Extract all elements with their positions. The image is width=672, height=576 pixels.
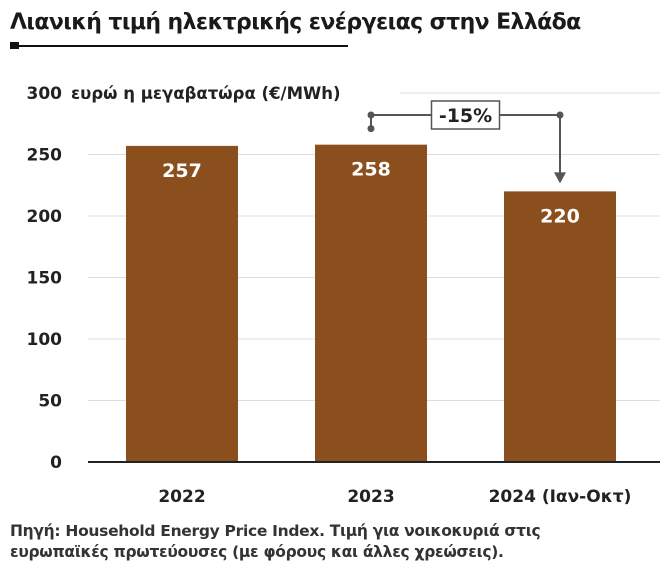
y-tick-label-50: 50 [38,392,62,412]
title-underline [10,45,348,47]
bar-value-label-2: 220 [540,205,580,227]
annotation-dot-left [367,111,375,119]
x-category-label-0: 2022 [158,487,205,507]
y-axis-label: ευρώ η μεγαβατώρα (€/MWh) [71,84,340,103]
y-tick-label-150: 150 [27,269,63,289]
bar-value-label-0: 257 [162,160,202,182]
x-category-label-1: 2023 [347,487,394,507]
annotation-label: -15% [439,105,492,127]
annotation-arrowhead [554,172,566,184]
x-category-label-2: 2024 (Ιαν-Οκτ) [489,487,632,507]
bar-0 [126,145,238,462]
source-line-2: ευρωπαϊκές πρωτεύουσες (με φόρους και άλ… [10,543,504,561]
title-underline-marker [10,42,19,49]
y-tick-label-250: 250 [27,146,63,166]
y-tick-label-0: 0 [50,453,62,473]
bar-2 [504,191,616,462]
y-tick-label-200: 200 [27,207,63,227]
source-note: Πηγή: Household Energy Price Index. Τιμή… [10,521,660,563]
axes: 0 50 100 150 200 250 300 ευρώ η μεγαβατώρα (€/M… [27,84,660,507]
source-line-1: Πηγή: Household Energy Price Index. Τιμή… [10,522,541,540]
bar-chart: 257 258 220 -15% 0 50 100 150 200 250 300 ευρώ η … [27,84,660,507]
chart-title: Λιανική τιμή ηλεκτρικής ενέργειας στην Ε… [10,10,581,35]
y-tick-label-100: 100 [27,330,63,350]
bars: 257 258 220 [126,144,616,462]
annotation-badge [430,100,501,130]
bar-1 [315,144,427,462]
annotation-dot-start [367,125,375,133]
change-annotation: -15% [367,100,566,184]
bar-value-label-1: 258 [351,159,391,181]
y-tick-label-300: 300 [27,84,63,104]
annotation-dot-right [556,111,564,119]
